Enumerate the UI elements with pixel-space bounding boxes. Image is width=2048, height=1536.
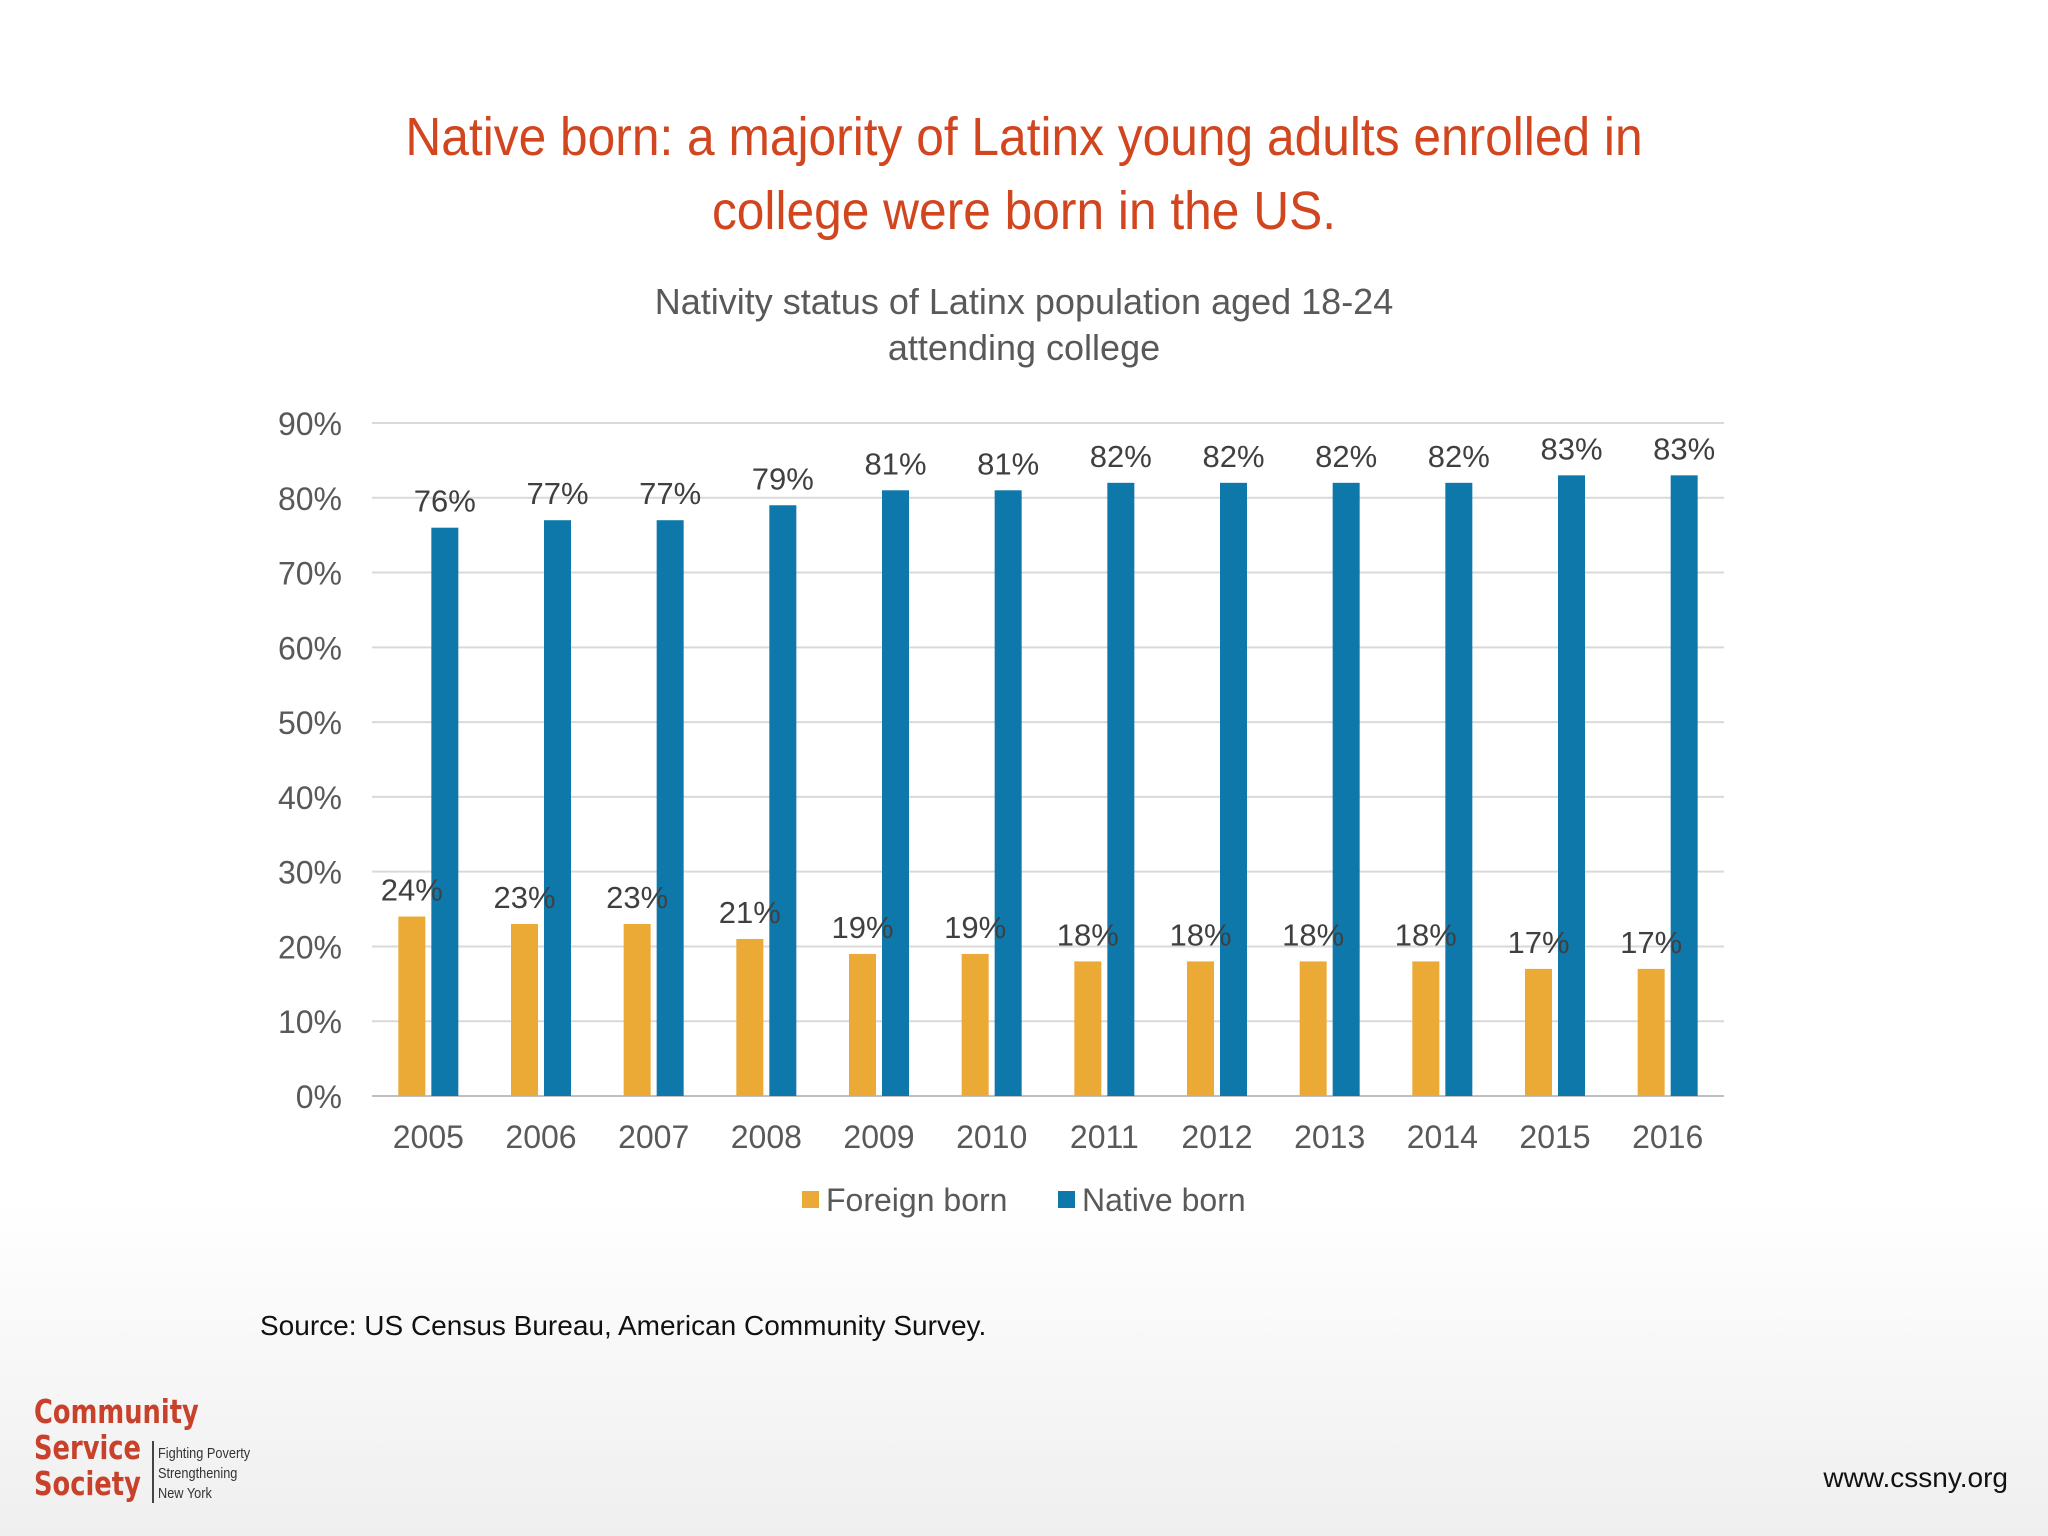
data-label-native-born: 83%: [1653, 431, 1715, 466]
data-label-foreign-born: 23%: [606, 880, 668, 915]
legend: Foreign born Native born: [802, 1182, 1246, 1218]
y-tick-label: 20%: [278, 929, 342, 965]
x-tick-label: 2013: [1294, 1119, 1365, 1155]
bar-native-born: [1558, 475, 1585, 1096]
bar-foreign-born: [398, 916, 426, 1096]
bar-foreign-born: [1187, 961, 1214, 1096]
x-tick-label: 2011: [1070, 1119, 1139, 1155]
x-tick-label: 2009: [843, 1119, 914, 1155]
data-label-foreign-born: 17%: [1620, 925, 1682, 960]
data-label-foreign-born: 23%: [493, 880, 555, 915]
logo-word-society: Society: [34, 1464, 141, 1503]
slide-title-line-2: college were born in the US.: [711, 181, 1337, 241]
data-label-native-born: 77%: [526, 476, 588, 511]
community-service-society-logo: Community Service Society Fighting Pover…: [34, 1395, 294, 1515]
bars: [398, 475, 1698, 1096]
bar-foreign-born: [736, 938, 764, 1096]
bar-native-born: [882, 490, 909, 1096]
data-labels: 24% 76% 23% 77% 23% 77% 21% 79% 19% 81% 19% 81% 18% 8…: [381, 431, 1715, 960]
x-tick-label: 2007: [618, 1119, 689, 1155]
data-label-native-born: 82%: [1428, 439, 1490, 474]
bar-native-born: [431, 527, 459, 1096]
x-tick-label: 2008: [731, 1119, 802, 1155]
y-tick-label: 40%: [278, 780, 342, 816]
bar-native-born: [1670, 475, 1698, 1096]
legend-swatch-native-born: [1058, 1191, 1075, 1208]
logo-tagline-3: New York: [158, 1485, 212, 1502]
x-tick-label: 2015: [1519, 1119, 1590, 1155]
bar-native-born: [769, 505, 797, 1096]
gridlines: [372, 422, 1724, 1097]
logo-word-community: Community: [34, 1392, 199, 1431]
bar-foreign-born: [1299, 961, 1327, 1096]
bar-foreign-born: [849, 953, 876, 1096]
chart-title-line-2: attending college: [888, 327, 1160, 368]
y-tick-label: 70%: [278, 556, 342, 592]
source-note: Source: US Census Bureau, American Commu…: [260, 1310, 987, 1341]
data-label-native-born: 82%: [1202, 439, 1264, 474]
bar-foreign-born: [961, 953, 989, 1096]
data-label-native-born: 79%: [752, 461, 814, 496]
bar-native-born: [1332, 482, 1360, 1096]
x-axis-ticks: 2005 2006 2007 2008 2009 2010 2011 2012 2013 2014…: [393, 1119, 1704, 1155]
slide-title: Native born: a majority of Latinx young …: [82, 100, 1966, 248]
y-tick-label: 90%: [278, 406, 342, 442]
bar-native-born: [994, 490, 1022, 1096]
bar-foreign-born: [1637, 968, 1665, 1096]
x-tick-label: 2005: [393, 1119, 464, 1155]
data-label-foreign-born: 19%: [944, 910, 1006, 945]
data-label-foreign-born: 18%: [1282, 917, 1344, 952]
slide-title-line-1: Native born: a majority of Latinx young …: [405, 107, 1643, 167]
legend-swatch-foreign-born: [802, 1191, 819, 1208]
data-label-native-born: 77%: [639, 476, 701, 511]
y-tick-label: 50%: [278, 705, 342, 741]
data-label-foreign-born: 17%: [1507, 925, 1569, 960]
data-label-native-born: 81%: [977, 446, 1039, 481]
chart-title-line-1: Nativity status of Latinx population age…: [655, 281, 1393, 322]
x-tick-label: 2014: [1407, 1119, 1478, 1155]
bar-foreign-born: [623, 924, 651, 1096]
y-tick-label: 0%: [296, 1079, 342, 1115]
y-axis-ticks: 0% 10% 20% 30% 40% 50% 60% 70% 80% 90%: [278, 406, 342, 1115]
data-label-foreign-born: 21%: [719, 895, 781, 930]
y-tick-label: 30%: [278, 855, 342, 891]
logo-tagline-1: Fighting Poverty: [158, 1445, 251, 1462]
data-label-native-born: 76%: [414, 484, 476, 519]
nativity-bar-chart: Nativity status of Latinx population age…: [278, 281, 1724, 1218]
data-label-foreign-born: 18%: [1057, 917, 1119, 952]
logo-word-service: Service: [34, 1428, 142, 1467]
data-label-native-born: 81%: [864, 446, 926, 481]
data-label-native-born: 82%: [1090, 439, 1152, 474]
data-label-native-born: 83%: [1540, 431, 1602, 466]
bar-native-born: [1220, 482, 1247, 1096]
logo-divider: [152, 1441, 154, 1503]
data-label-foreign-born: 24%: [381, 873, 443, 908]
x-tick-label: 2012: [1181, 1119, 1252, 1155]
bar-native-born: [656, 520, 684, 1096]
bar-foreign-born: [511, 924, 538, 1096]
x-tick-label: 2010: [956, 1119, 1027, 1155]
legend-label-native-born: Native born: [1082, 1182, 1246, 1218]
bar-foreign-born: [1074, 961, 1102, 1096]
x-tick-label: 2006: [505, 1119, 576, 1155]
bar-native-born: [1445, 482, 1473, 1096]
bar-foreign-born: [1525, 968, 1552, 1096]
x-tick-label: 2016: [1632, 1119, 1703, 1155]
bar-native-born: [544, 520, 571, 1096]
website-url: www.cssny.org: [1823, 1462, 2008, 1493]
y-tick-label: 60%: [278, 630, 342, 666]
data-label-foreign-born: 18%: [1395, 917, 1457, 952]
y-tick-label: 80%: [278, 481, 342, 517]
data-label-foreign-born: 19%: [831, 910, 893, 945]
legend-label-foreign-born: Foreign born: [826, 1182, 1007, 1218]
bar-native-born: [1107, 482, 1135, 1096]
y-tick-label: 10%: [278, 1004, 342, 1040]
data-label-foreign-born: 18%: [1169, 917, 1231, 952]
bar-foreign-born: [1412, 961, 1440, 1096]
data-label-native-born: 82%: [1315, 439, 1377, 474]
logo-tagline-2: Strengthening: [158, 1465, 238, 1482]
